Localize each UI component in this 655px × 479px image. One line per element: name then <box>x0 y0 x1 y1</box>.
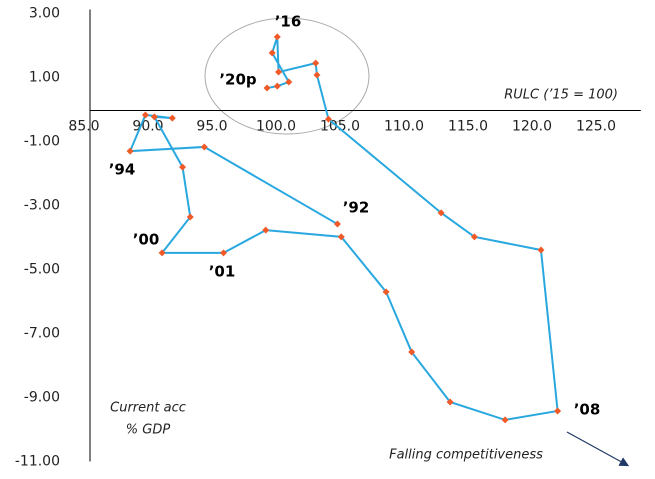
marker <box>220 249 228 257</box>
x-tick-label: 110.0 <box>384 119 424 135</box>
marker <box>337 233 345 241</box>
marker <box>324 115 332 123</box>
marker <box>312 59 320 67</box>
marker <box>158 249 166 257</box>
marker <box>186 213 194 221</box>
y-tick-label: -11.00 <box>15 454 60 470</box>
marker <box>437 209 445 217</box>
y-tick-label: -7.00 <box>24 326 60 342</box>
point-annotation: ’00 <box>133 231 160 249</box>
point-annotation: ’92 <box>343 199 370 217</box>
y-axis-label: Current acc <box>110 401 186 416</box>
point-annotation: ’20p <box>219 71 257 89</box>
x-tick-label: 95.0 <box>196 119 227 135</box>
marker <box>263 84 271 92</box>
y-tick-label: 1.00 <box>29 70 60 86</box>
y-tick-label: -9.00 <box>24 390 60 406</box>
marker <box>446 398 454 406</box>
marker <box>333 220 341 228</box>
y-tick-label: -1.00 <box>24 134 60 150</box>
marker <box>200 143 208 151</box>
marker <box>408 348 416 356</box>
y-tick-label: -5.00 <box>24 262 60 278</box>
point-annotation: ’94 <box>109 161 136 179</box>
point-annotation: ’16 <box>275 13 302 31</box>
arrow <box>566 431 630 467</box>
x-tick-label: 85.0 <box>68 119 99 135</box>
x-tick-label: 125.0 <box>576 119 616 135</box>
marker <box>382 288 390 296</box>
x-tick-label: 115.0 <box>448 119 488 135</box>
marker <box>150 113 158 121</box>
marker <box>262 226 270 234</box>
point-annotation: ’08 <box>574 401 601 419</box>
marker <box>285 78 293 86</box>
annotation-note: Falling competitiveness <box>389 448 543 463</box>
y-tick-label: 3.00 <box>29 6 60 22</box>
marker <box>179 163 187 171</box>
marker <box>268 49 276 57</box>
marker <box>141 111 149 119</box>
x-tick-label: 120.0 <box>512 119 552 135</box>
marker <box>275 68 283 76</box>
y-axis-label: % GDP <box>126 423 171 438</box>
y-tick-label: -3.00 <box>24 198 60 214</box>
marker <box>126 147 134 155</box>
marker <box>470 233 478 241</box>
point-annotation: ’01 <box>209 263 236 281</box>
x-tick-label: 90.0 <box>132 119 163 135</box>
marker <box>313 71 321 79</box>
marker <box>273 33 281 41</box>
connecting-line <box>128 36 559 421</box>
marker <box>501 416 509 424</box>
marker <box>554 407 562 415</box>
x-tick-label: 105.0 <box>320 119 360 135</box>
marker <box>273 82 281 90</box>
marker <box>168 114 176 122</box>
x-axis-label: RULC (’15 = 100) <box>504 88 618 103</box>
highlight-ellipse <box>204 17 370 135</box>
x-tick-label: 100.0 <box>256 119 296 135</box>
marker <box>537 246 545 254</box>
